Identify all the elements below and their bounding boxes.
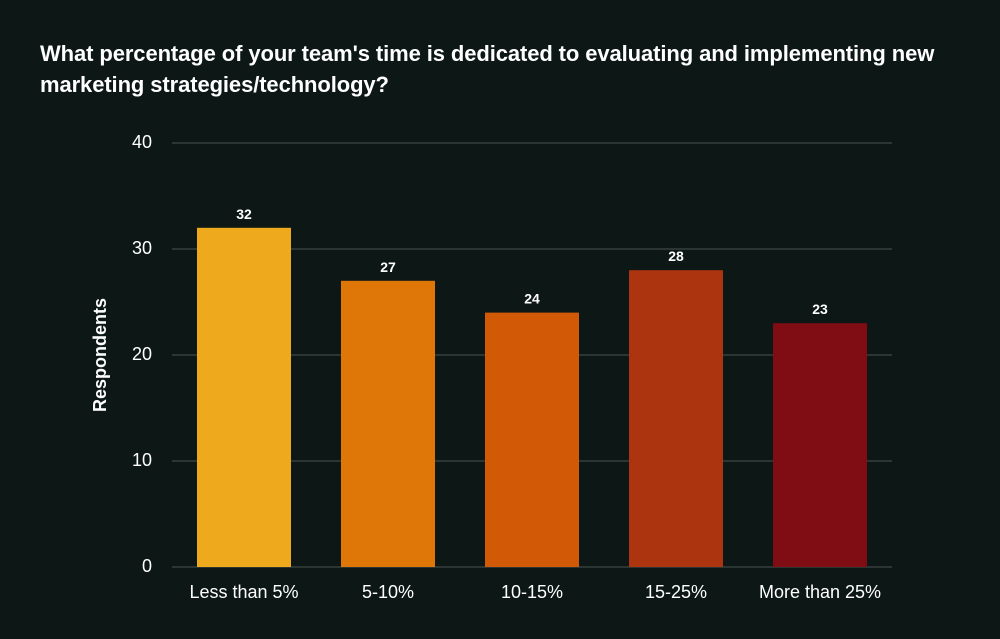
y-axis-title: Respondents [90, 298, 110, 412]
y-tick-label: 20 [132, 344, 152, 364]
data-label: 28 [668, 248, 684, 264]
x-tick-label: 10-15% [501, 582, 563, 602]
x-tick-label: 15-25% [645, 582, 707, 602]
x-axis-ticks: Less than 5% 5-10% 10-15% 15-25% More than 2… [189, 582, 881, 602]
y-tick-label: 0 [142, 556, 152, 576]
bar [773, 323, 867, 567]
x-tick-label: 5-10% [362, 582, 414, 602]
y-tick-label: 40 [132, 132, 152, 152]
y-axis-ticks: 0 10 20 30 40 [132, 132, 152, 576]
bar [629, 270, 723, 567]
bar [341, 280, 435, 567]
x-tick-label: More than 25% [759, 582, 881, 602]
data-labels: 32 27 24 28 23 [236, 206, 828, 317]
data-label: 32 [236, 206, 252, 222]
data-label: 23 [812, 301, 828, 317]
y-tick-label: 10 [132, 450, 152, 470]
bar [485, 312, 579, 567]
x-tick-label: Less than 5% [189, 582, 298, 602]
data-label: 27 [380, 259, 396, 275]
chart-title: What percentage of your team's time is d… [40, 41, 935, 97]
data-label: 24 [524, 291, 540, 307]
bars [197, 227, 867, 568]
y-tick-label: 30 [132, 238, 152, 258]
bar [197, 227, 291, 568]
